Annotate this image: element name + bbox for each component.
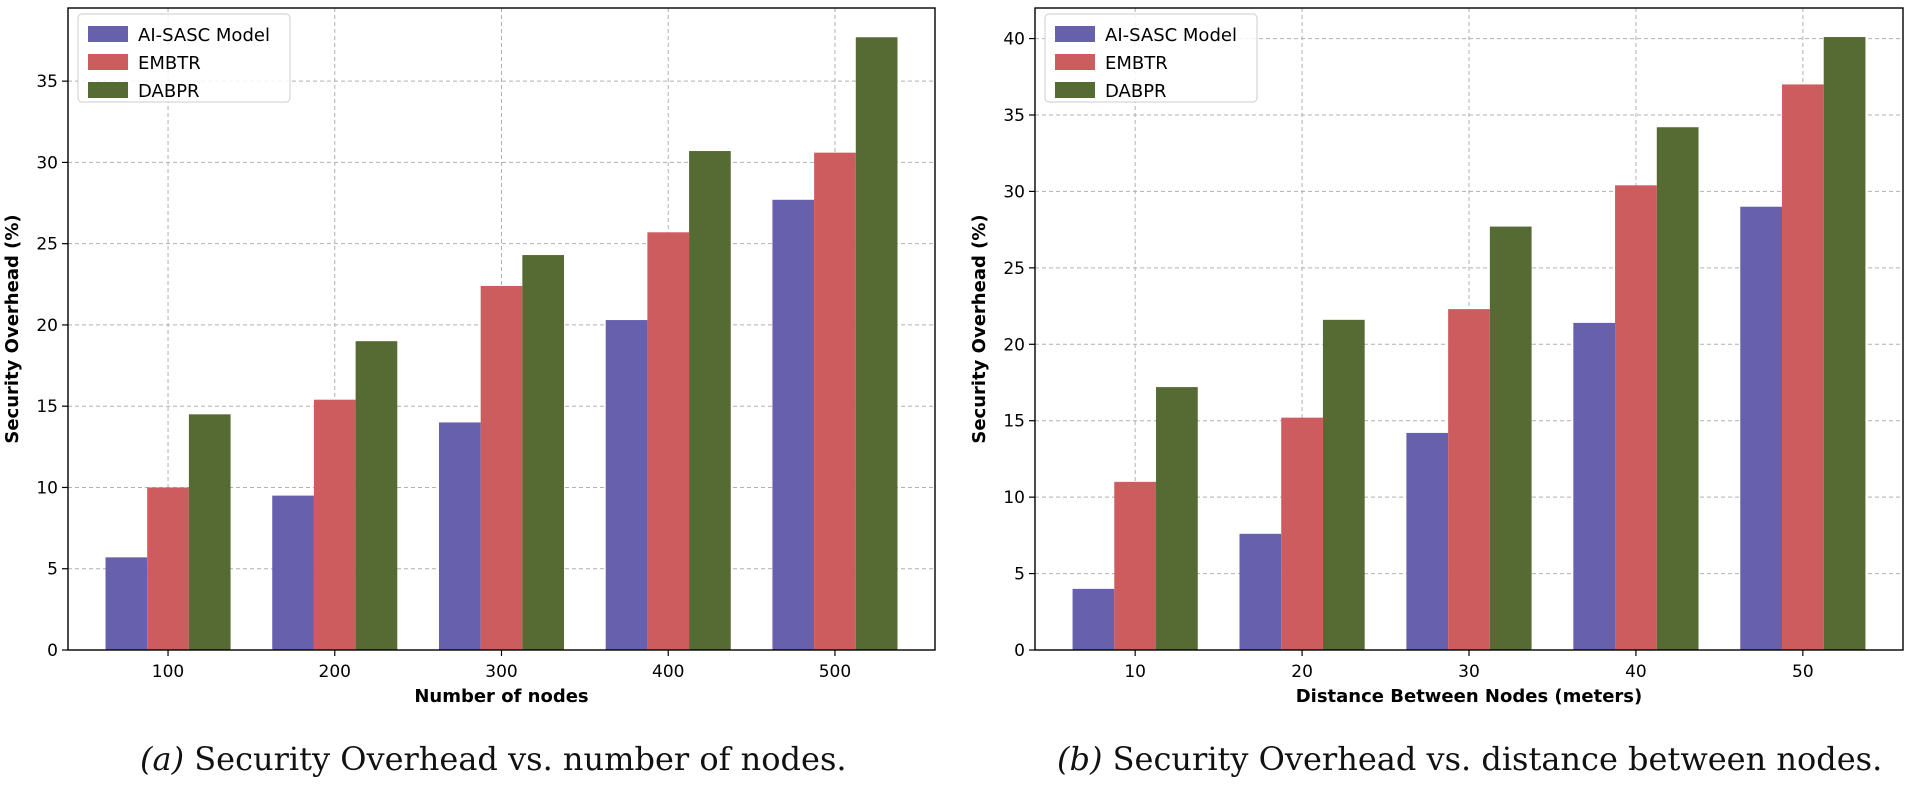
caption-b-label: (b) (1057, 740, 1103, 778)
bar-dabpr (522, 255, 565, 650)
x-tick-label: 200 (319, 662, 351, 682)
y-tick-label: 15 (36, 397, 58, 417)
legend-swatch (1055, 54, 1095, 70)
y-tick-label: 20 (1003, 335, 1025, 355)
bar-embtr (1114, 481, 1157, 650)
x-axis-label: Number of nodes (414, 686, 588, 707)
bar-embtr (647, 232, 690, 650)
bar-dabpr (855, 37, 898, 651)
y-tick-label: 0 (1014, 641, 1025, 661)
legend-label: EMBTR (138, 53, 201, 74)
caption-a-text: Security Overhead vs. number of nodes. (194, 740, 847, 778)
legend-label: DABPR (138, 81, 200, 102)
legend-swatch (88, 54, 128, 70)
y-tick-label: 25 (36, 235, 58, 255)
y-tick-label: 5 (1014, 565, 1025, 585)
bar-embtr (313, 399, 356, 650)
bar-dabpr (1156, 387, 1198, 650)
bar-ai-sasc-model (1239, 533, 1282, 650)
y-tick-label: 30 (36, 153, 58, 173)
legend-label: AI-SASC Model (138, 25, 270, 46)
x-tick-label: 30 (1458, 662, 1480, 682)
y-tick-label: 35 (1003, 106, 1025, 126)
y-tick-label: 30 (1003, 182, 1025, 202)
caption-b: (b) Security Overhead vs. distance betwe… (1057, 740, 1882, 778)
bar-embtr (480, 285, 523, 650)
x-tick-label: 20 (1291, 662, 1313, 682)
legend-swatch (88, 26, 128, 42)
y-tick-label: 35 (36, 72, 58, 92)
y-tick-label: 10 (1003, 488, 1025, 508)
bar-embtr (1615, 185, 1657, 651)
bar-ai-sasc-model (438, 422, 481, 650)
y-axis-label: Security Overhead (%) (2, 214, 23, 443)
bar-ai-sasc-model (1573, 322, 1616, 650)
bar-ai-sasc-model (772, 199, 815, 650)
x-tick-label: 500 (819, 662, 851, 682)
y-tick-label: 5 (47, 560, 58, 580)
legend-swatch (1055, 26, 1095, 42)
caption-a-label: (a) (140, 740, 185, 778)
bar-embtr (1781, 84, 1824, 650)
x-axis-label: Distance Between Nodes (meters) (1296, 686, 1643, 707)
legend-label: DABPR (1105, 81, 1167, 102)
bar-embtr (814, 152, 856, 650)
bar-dabpr (1489, 226, 1532, 651)
x-tick-label: 100 (152, 662, 184, 682)
y-axis-label: Security Overhead (%) (969, 214, 990, 443)
bar-embtr (1281, 417, 1323, 650)
bar-dabpr (689, 151, 731, 651)
x-tick-label: 400 (652, 662, 684, 682)
chart-a: 0 5 10 15 20 25 30 35 100 200 300 400 500 Number of n… (2, 7, 936, 707)
bar-ai-sasc-model (605, 320, 648, 650)
bar-ai-sasc-model (1740, 206, 1782, 650)
legend-label: AI-SASC Model (1105, 25, 1237, 46)
legend-box (77, 13, 291, 103)
bar-dabpr (1322, 319, 1365, 650)
bar-dabpr (1656, 127, 1699, 650)
y-tick-label: 10 (36, 478, 58, 498)
x-tick-label: 40 (1625, 662, 1647, 682)
y-tick-label: 20 (36, 316, 58, 336)
bar-dabpr (188, 414, 231, 650)
bar-embtr (147, 487, 189, 650)
y-tick-label: 25 (1003, 259, 1025, 279)
x-tick-label: 10 (1124, 662, 1146, 682)
bar-ai-sasc-model (1406, 432, 1449, 650)
caption-a: (a) Security Overhead vs. number of node… (140, 740, 847, 778)
y-tick-label: 40 (1003, 30, 1025, 50)
legend-box (1044, 13, 1258, 103)
bar-ai-sasc-model (272, 495, 314, 650)
bar-dabpr (1823, 37, 1866, 651)
caption-b-text: Security Overhead vs. distance between n… (1112, 740, 1883, 778)
bar-embtr (1448, 309, 1490, 650)
bar-ai-sasc-model (105, 557, 148, 650)
x-tick-label: 300 (485, 662, 517, 682)
bar-dabpr (355, 341, 398, 650)
legend-swatch (88, 82, 128, 98)
chart-b: 0 5 10 15 20 25 30 35 40 10 20 30 40 50 Distance Betwe… (969, 7, 1904, 707)
legend-label: EMBTR (1105, 53, 1168, 74)
y-tick-label: 15 (1003, 412, 1025, 432)
x-tick-label: 50 (1792, 662, 1814, 682)
bar-ai-sasc-model (1072, 588, 1115, 650)
y-tick-label: 0 (47, 641, 58, 661)
legend-swatch (1055, 82, 1095, 98)
